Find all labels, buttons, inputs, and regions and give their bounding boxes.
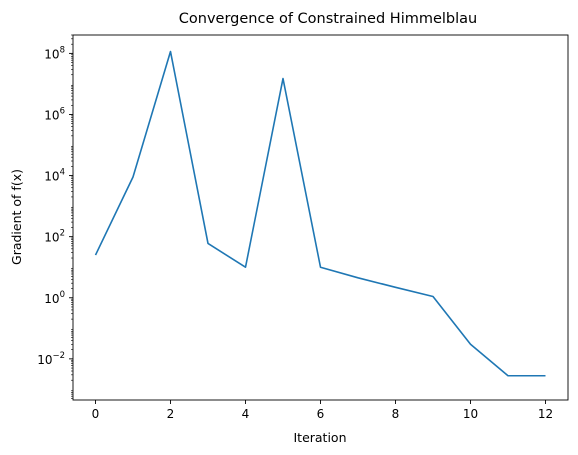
- x-tick-label: 2: [167, 407, 175, 421]
- x-tick-label: 12: [538, 407, 553, 421]
- chart-title: Convergence of Constrained Himmelblau: [179, 11, 477, 27]
- x-tick-label: 4: [242, 407, 250, 421]
- x-axis-label: Iteration: [293, 430, 346, 445]
- y-tick-label: 100: [44, 290, 65, 306]
- series-layer: [94, 50, 546, 377]
- x-tick-label: 6: [317, 407, 325, 421]
- series-line: [94, 50, 546, 377]
- plot-area: [72, 34, 569, 401]
- y-tick-label: 104: [44, 168, 65, 184]
- y-axis-label: Gradient of f(x): [9, 169, 24, 265]
- y-axis: 108 106 104 102 100 10−2: [37, 34, 73, 399]
- y-tick-label: 106: [44, 106, 65, 122]
- y-tick-label: 102: [44, 229, 65, 245]
- x-axis: 0 2 4 6 8 10 12: [92, 400, 553, 421]
- x-tick-label: 0: [92, 407, 100, 421]
- x-tick-label: 10: [463, 407, 478, 421]
- y-tick-label: 10−2: [37, 351, 65, 367]
- y-tick-label: 108: [44, 45, 65, 61]
- x-tick-label: 8: [392, 407, 400, 421]
